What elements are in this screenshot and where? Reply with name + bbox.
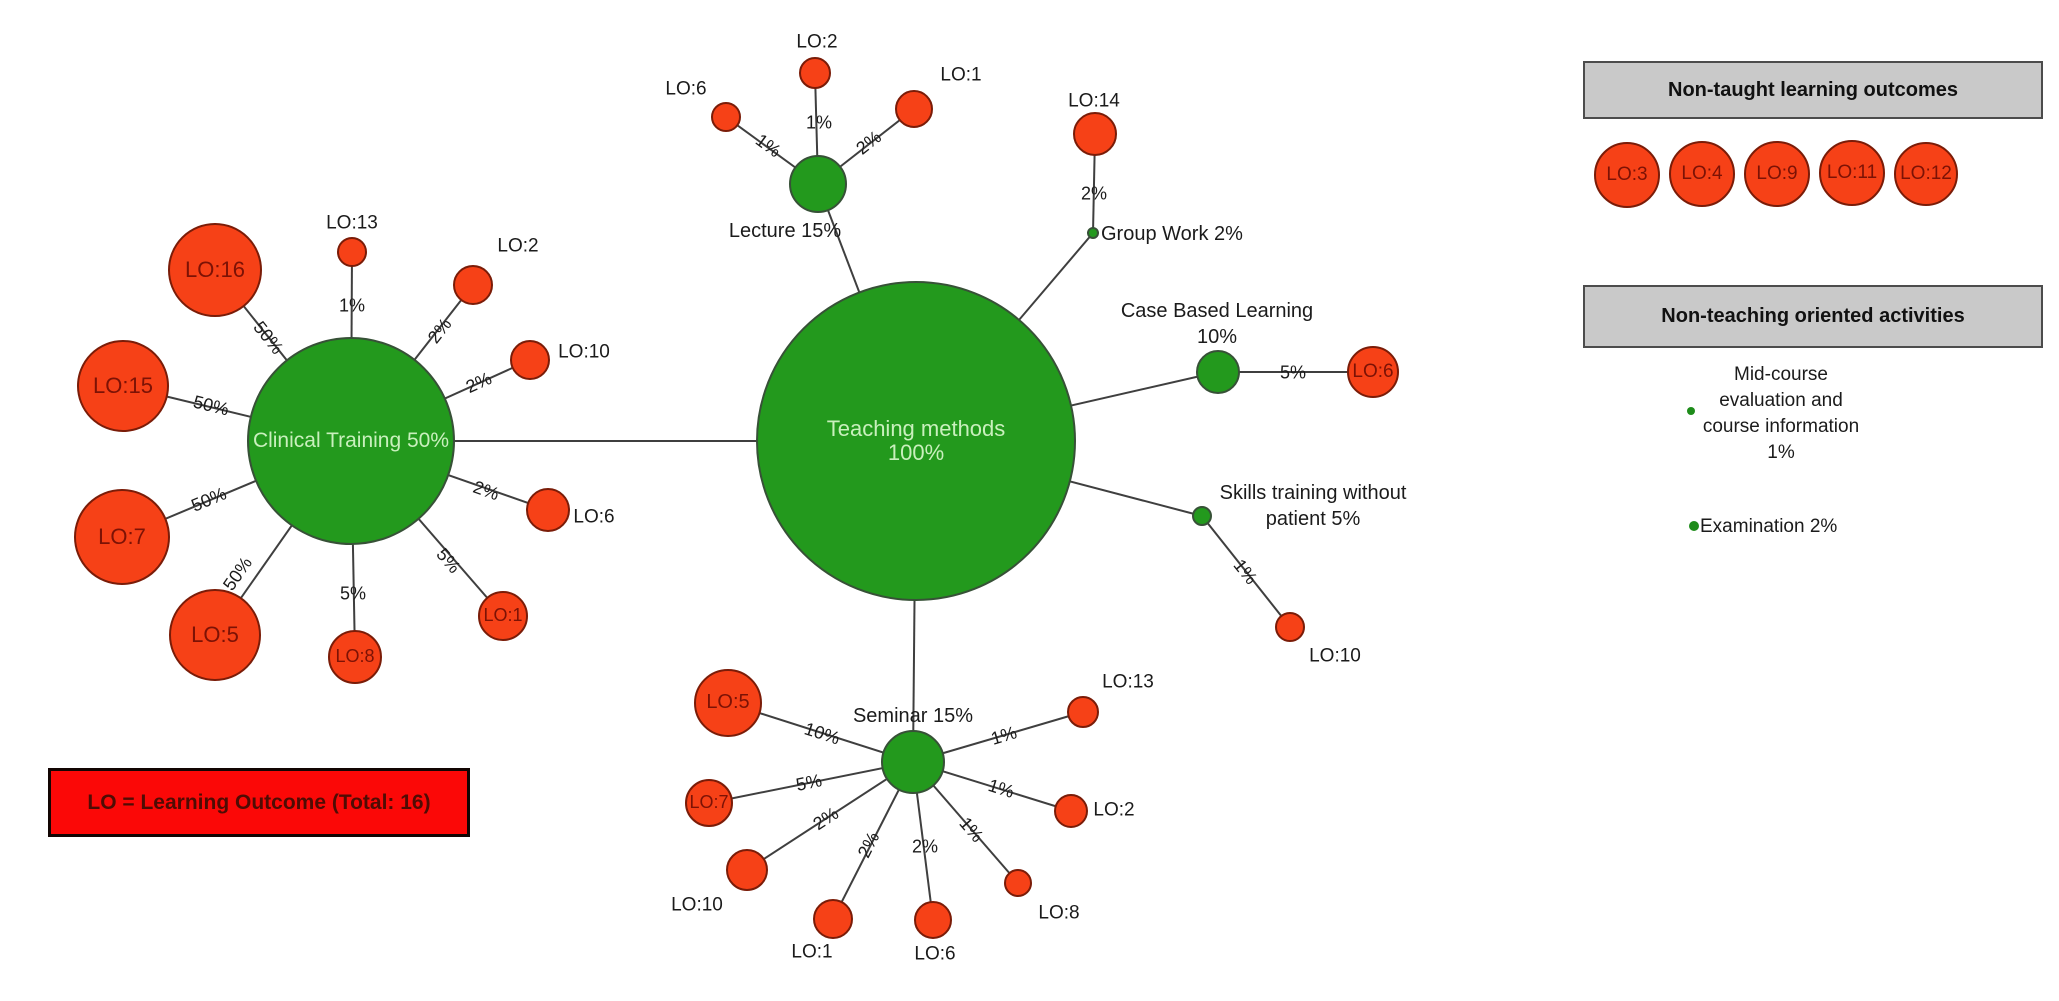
node-lo6-seminar [914, 901, 952, 939]
edge-line [1201, 515, 1291, 628]
node-lo14-groupwork-label: LO:14 [1068, 90, 1120, 112]
node-lo10-skills [1275, 612, 1305, 642]
node-lo6-lecture [711, 102, 741, 132]
node-lo10-seminar [726, 849, 768, 891]
node-lo1-lecture-label: LO:1 [940, 64, 982, 86]
node-lo5-clinical: LO:5 [169, 589, 261, 681]
node-lo8-seminar-label: LO:8 [1038, 902, 1080, 924]
node-lo6-clinical [526, 488, 570, 532]
node-lo11-nontaught: LO:11 [1819, 140, 1885, 206]
node-lo9-nontaught: LO:9 [1744, 141, 1810, 207]
node-lo6-seminar-label: LO:6 [914, 943, 956, 965]
edge-line [746, 761, 914, 871]
node-teaching-methods: Teaching methods 100% [756, 281, 1076, 601]
node-lo12-nontaught: LO:12 [1894, 142, 1958, 206]
node-lo14-groupwork [1073, 112, 1117, 156]
node-lo5-seminar: LO:5 [694, 669, 762, 737]
node-lo13-seminar-label: LO:13 [1102, 671, 1154, 693]
node-lo1-clinical: LO:1 [478, 591, 528, 641]
node-lo1-lecture [895, 90, 933, 128]
edge-percent-label: 5% [339, 583, 367, 604]
node-lo4-nontaught: LO:4 [1669, 141, 1735, 207]
edge-percent-label: 2% [1080, 183, 1108, 204]
examination-dot-icon [1689, 521, 1699, 531]
node-lo2-lecture [799, 57, 831, 89]
node-lo13-seminar [1067, 696, 1099, 728]
node-lecture [789, 155, 847, 213]
node-group-work-label: Group Work 2% [1101, 223, 1243, 245]
node-lo16-clinical: LO:16 [168, 223, 262, 317]
node-skills-training [1192, 506, 1212, 526]
node-lecture-label: Lecture 15% [728, 220, 842, 242]
non-taught-outcomes-title: Non-taught learning outcomes [1668, 78, 1958, 101]
node-lo13-clinical-label: LO:13 [326, 212, 378, 234]
non-teaching-activities-header: Non-teaching oriented activities [1583, 285, 2043, 348]
node-lo10-seminar-label: LO:10 [671, 894, 723, 916]
node-lo3-nontaught: LO:3 [1594, 142, 1660, 208]
node-lo2-clinical-label: LO:2 [497, 235, 539, 257]
node-group-work [1087, 227, 1099, 239]
node-lo1-seminar [813, 899, 853, 939]
node-skills-training-label: Skills training without patient 5% [1219, 482, 1407, 530]
mid-course-dot-icon [1687, 407, 1695, 415]
node-lo10-clinical-label: LO:10 [558, 341, 610, 363]
node-lo10-skills-label: LO:10 [1309, 645, 1361, 667]
node-lo1-seminar-label: LO:1 [791, 941, 833, 963]
non-taught-outcomes-header: Non-taught learning outcomes [1583, 61, 2043, 119]
node-lo6-cbl: LO:6 [1347, 346, 1399, 398]
node-lo7-seminar: LO:7 [685, 779, 733, 827]
edge-percent-label: 1% [338, 295, 366, 316]
node-seminar [881, 730, 945, 794]
edge-percent-label: 2% [911, 836, 939, 857]
node-seminar-label: Seminar 15% [852, 705, 974, 727]
node-case-based-learning [1196, 350, 1240, 394]
mid-course-label: Mid-course evaluation and course informa… [1702, 364, 1860, 463]
node-lo15-clinical: LO:15 [77, 340, 169, 432]
node-case-based-learning-label: Case Based Learning 10% [1120, 300, 1314, 348]
node-clinical-training: Clinical Training 50% [247, 337, 455, 545]
node-lo2-clinical [453, 265, 493, 305]
node-lo6-lecture-label: LO:6 [665, 78, 707, 100]
node-lo7-clinical: LO:7 [74, 489, 170, 585]
non-teaching-activities-title: Non-teaching oriented activities [1661, 305, 1965, 327]
node-lo8-clinical: LO:8 [328, 630, 382, 684]
node-lo6-clinical-label: LO:6 [573, 506, 615, 528]
examination-label: Examination 2% [1700, 516, 1838, 537]
legend-label: LO = Learning Outcome (Total: 16) [87, 790, 431, 814]
node-lo10-clinical [510, 340, 550, 380]
legend-box: LO = Learning Outcome (Total: 16) [48, 768, 470, 837]
edge-percent-label: 1% [805, 112, 833, 133]
node-lo2-seminar-label: LO:2 [1093, 799, 1135, 821]
node-lo8-seminar [1004, 869, 1032, 897]
edge-percent-label: 5% [1279, 362, 1307, 383]
node-lo2-lecture-label: LO:2 [796, 31, 838, 53]
edge-line [708, 761, 914, 804]
node-lo2-seminar [1054, 794, 1088, 828]
node-lo13-clinical [337, 237, 367, 267]
